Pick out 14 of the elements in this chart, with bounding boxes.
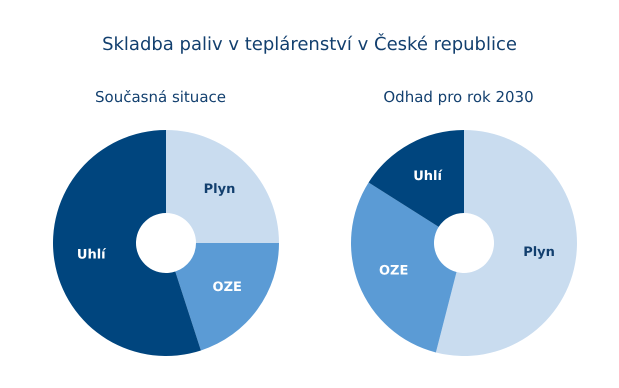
slice-label: Plyn xyxy=(203,182,235,198)
chart-title: Skladba paliv v teplárenství v České republice xyxy=(101,32,518,57)
donut-slice xyxy=(52,130,200,356)
chart-subtitle: Současná situace xyxy=(95,88,226,108)
donut-slice xyxy=(350,182,456,352)
slice-label: Uhlí xyxy=(412,169,443,184)
slice-label: OZE xyxy=(212,280,242,295)
slice-label: Uhlí xyxy=(76,247,107,262)
slice-label: OZE xyxy=(378,263,408,278)
slice-label: Plyn xyxy=(522,244,554,260)
donut-slice xyxy=(174,243,278,350)
chart-subtitle: Odhad pro rok 2030 xyxy=(383,88,534,108)
donut-slice xyxy=(166,130,278,243)
donut-slice xyxy=(368,130,464,227)
